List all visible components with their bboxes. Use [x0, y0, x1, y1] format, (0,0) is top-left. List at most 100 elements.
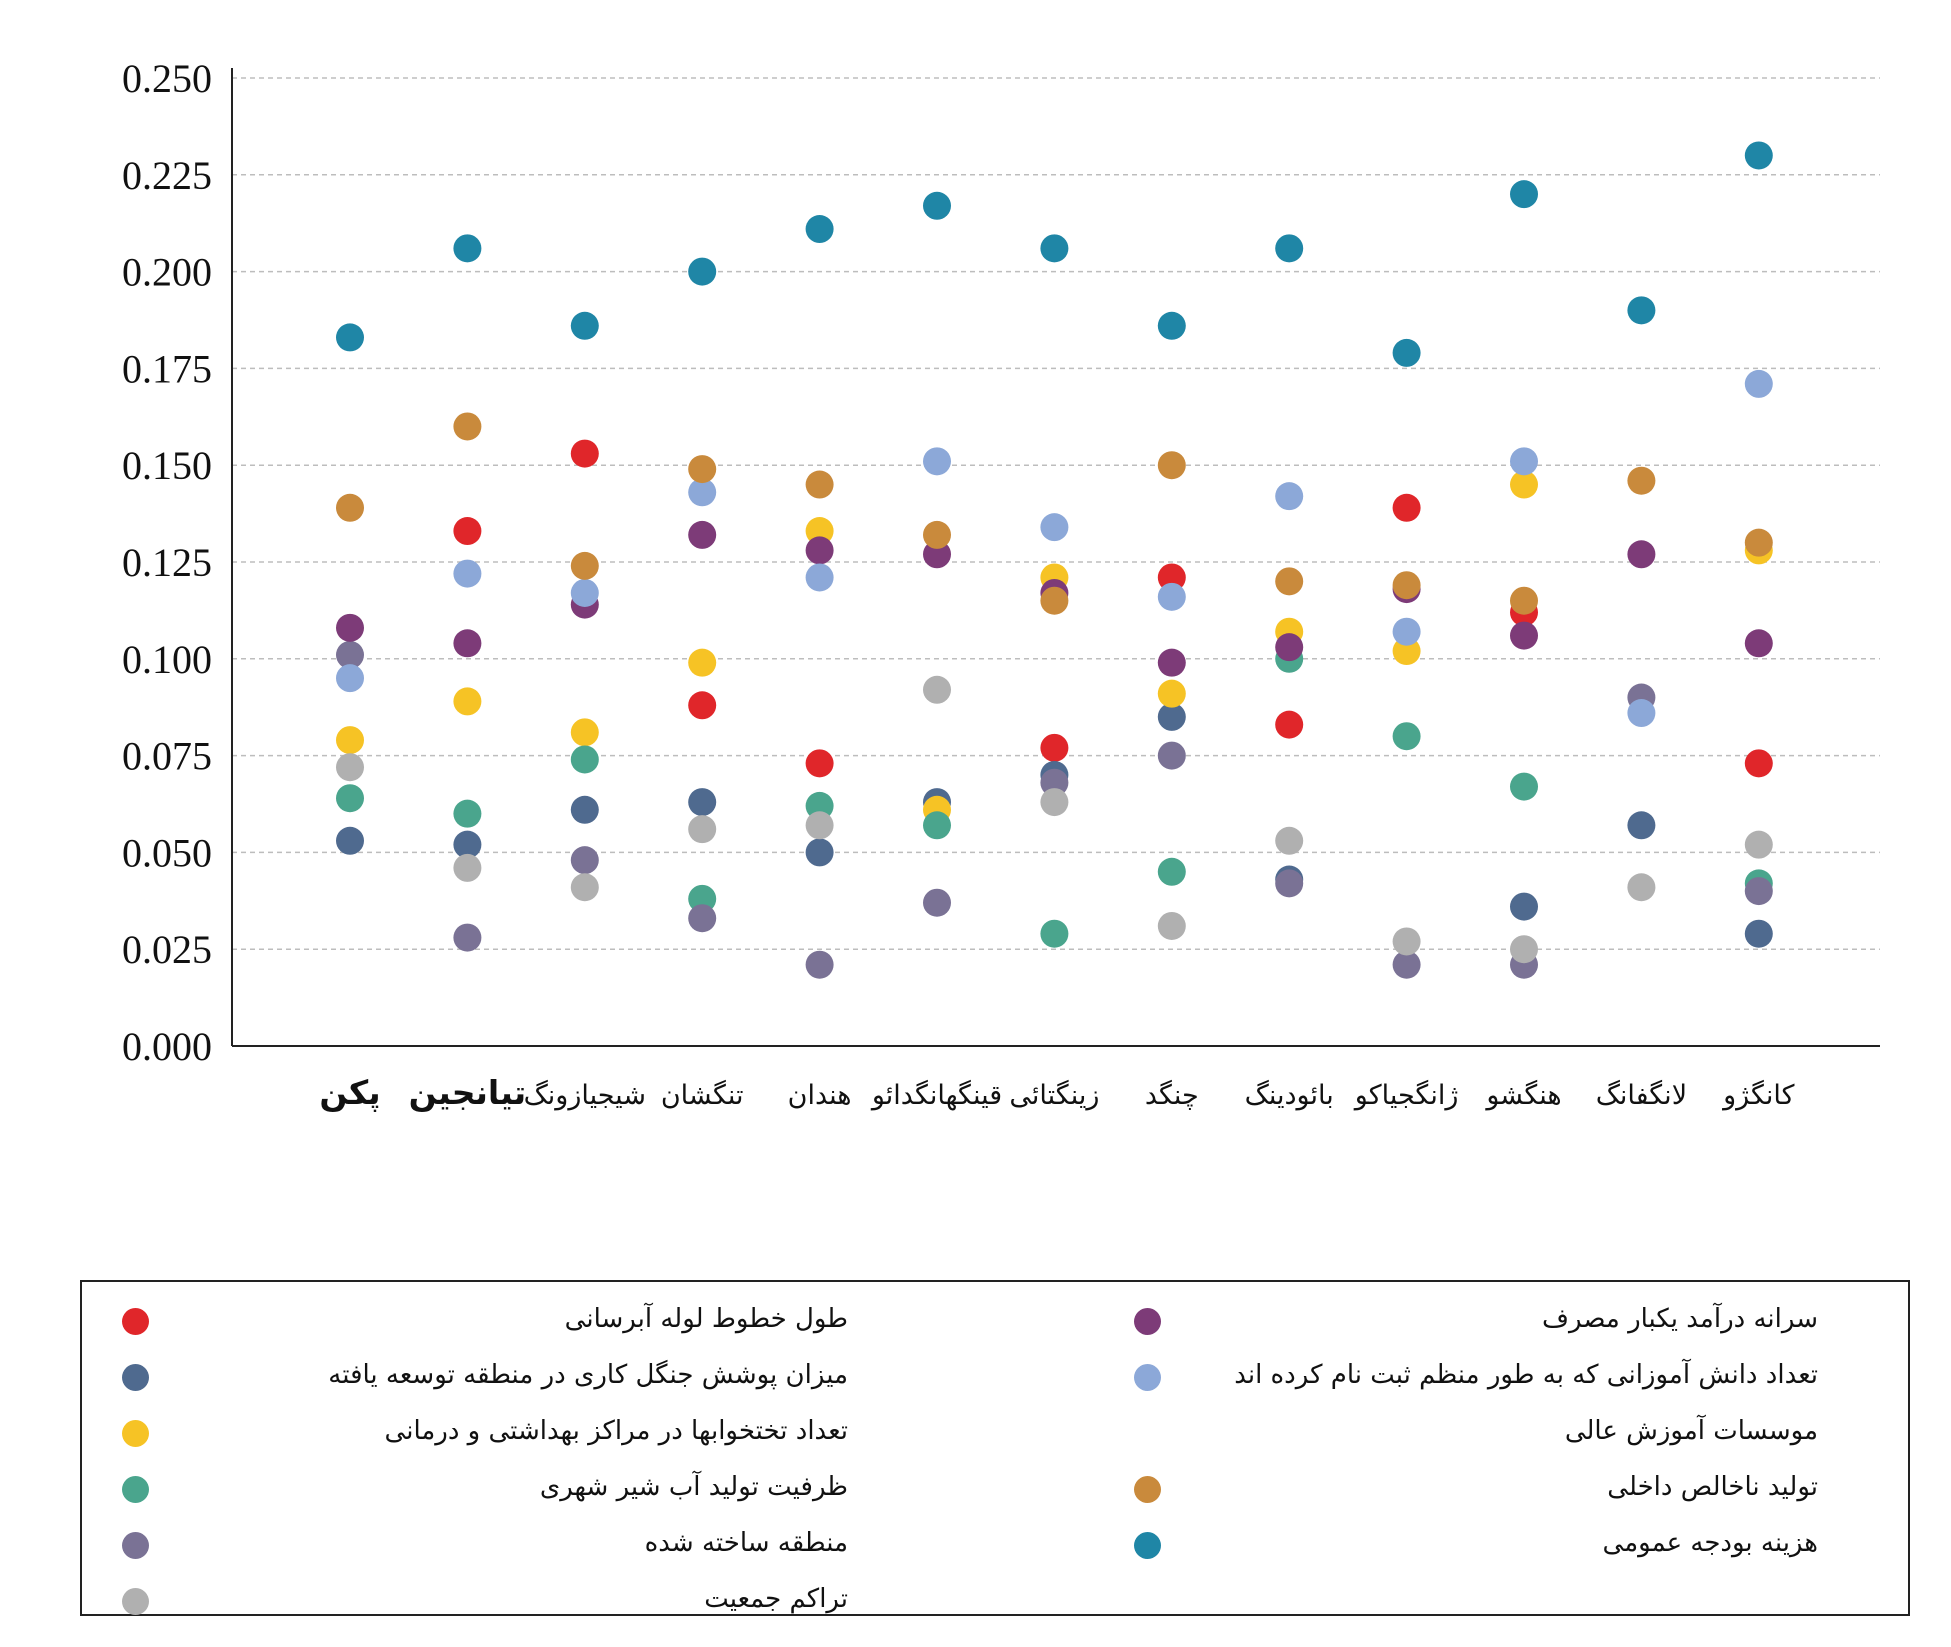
- data-point: [1510, 772, 1538, 801]
- x-tick-label: قینگهانگدائو: [870, 1079, 1002, 1111]
- data-point: [336, 784, 364, 813]
- legend-label: طول خطوط لوله آبرسانی: [564, 1304, 848, 1334]
- legend-label: موسسات آموزش عالی: [1564, 1416, 1818, 1446]
- legend-label: سرانه درآمد یکبار مصرف: [1542, 1304, 1818, 1334]
- data-point: [453, 799, 482, 828]
- data-point: [1627, 699, 1656, 728]
- data-point: [1157, 563, 1186, 592]
- y-tick-label: 0.100: [122, 637, 212, 682]
- y-tick-label: 0.250: [122, 56, 212, 101]
- data-point: [453, 234, 482, 263]
- data-point: [1510, 935, 1538, 964]
- legend-label: تراکم جمعیت: [704, 1584, 848, 1614]
- data-point: [336, 323, 364, 352]
- legend-item: ظرفیت تولید آب شیر شهری: [82, 1468, 1908, 1512]
- data-point: [1510, 892, 1538, 921]
- data-point: [336, 753, 364, 782]
- data-point: [1275, 826, 1304, 855]
- x-tick-label: کانگژو: [1721, 1079, 1795, 1111]
- data-point: [805, 950, 834, 979]
- data-point: [805, 563, 834, 592]
- data-point: [688, 788, 717, 817]
- data-point: [805, 215, 834, 244]
- x-tick-label: تنگشان: [661, 1079, 744, 1111]
- data-point: [570, 795, 599, 824]
- data-point: [688, 478, 717, 507]
- data-point: [1392, 571, 1421, 600]
- legend-label: ظرفیت تولید آب شیر شهری: [539, 1472, 848, 1502]
- data-point: [1275, 633, 1304, 662]
- data-point: [453, 412, 482, 441]
- data-point: [1510, 586, 1538, 615]
- legend-marker: [122, 1308, 149, 1335]
- y-tick-label: 0.025: [122, 927, 212, 972]
- data-point: [1744, 369, 1773, 398]
- data-point: [805, 791, 834, 820]
- legend-item: تراکم جمعیت: [82, 1580, 1908, 1624]
- legend-label: تولید ناخالص داخلی: [1607, 1472, 1818, 1502]
- data-point: [1744, 141, 1773, 170]
- data-point: [923, 888, 951, 917]
- data-point: [1627, 811, 1656, 840]
- data-point: [688, 691, 717, 720]
- data-point: [688, 904, 717, 933]
- data-point: [1392, 927, 1421, 956]
- data-point: [1392, 493, 1421, 522]
- data-point: [1157, 679, 1186, 708]
- y-tick-label: 0.050: [122, 830, 212, 875]
- data-point: [453, 830, 482, 859]
- data-point: [1275, 234, 1304, 263]
- legend-marker: [1134, 1476, 1161, 1503]
- data-point: [570, 718, 599, 747]
- legend-label: تعداد دانش آموزانی که به طور منظم ثبت نا…: [1234, 1360, 1818, 1390]
- y-tick-label: 0.075: [122, 734, 212, 779]
- data-point: [1157, 911, 1186, 940]
- data-point: [1627, 466, 1656, 495]
- data-point: [688, 884, 717, 913]
- data-point: [453, 517, 482, 546]
- data-point: [453, 853, 482, 882]
- axes: [231, 68, 1880, 1047]
- data-point: [805, 838, 834, 867]
- data-point: [453, 687, 482, 716]
- legend-marker: [122, 1476, 149, 1503]
- legend-marker: [122, 1532, 149, 1559]
- data-point: [688, 257, 717, 286]
- data-point: [1744, 830, 1773, 859]
- data-point: [1157, 451, 1186, 480]
- data-point: [1157, 857, 1186, 886]
- legend-item: تعداد دانش آموزانی که به طور منظم ثبت نا…: [82, 1356, 1908, 1400]
- x-tick-label: هنگشو: [1484, 1079, 1561, 1111]
- data-point: [688, 648, 717, 677]
- data-point: [336, 493, 364, 522]
- legend-label: هزینه بودجه عمومی: [1602, 1528, 1818, 1558]
- data-point: [688, 455, 717, 484]
- data-point: [336, 664, 364, 693]
- y-axis-ticks: 0.000 0.025 0.050 0.075 0.100 0.125 0.150 0.175…: [122, 56, 212, 1069]
- data-point: [1744, 528, 1773, 557]
- x-tick-label: لانگفانگ: [1596, 1079, 1687, 1111]
- y-tick-label: 0.175: [122, 346, 212, 391]
- data-point: [453, 629, 482, 658]
- data-point: [1627, 540, 1656, 569]
- data-point: [1744, 877, 1773, 906]
- y-tick-label: 0.125: [122, 540, 212, 585]
- data-point: [1275, 869, 1304, 898]
- y-tick-label: 0.150: [122, 443, 212, 488]
- data-point: [453, 923, 482, 952]
- data-point: [336, 826, 364, 855]
- data-point: [570, 745, 599, 774]
- x-tick-label: زینگتائی: [1009, 1079, 1099, 1111]
- x-tick-label: چنگد: [1145, 1079, 1199, 1111]
- data-point: [923, 811, 951, 840]
- data-point: [688, 815, 717, 844]
- data-point: [1275, 567, 1304, 596]
- y-tick-label: 0.200: [122, 250, 212, 295]
- x-tick-label: پکن: [319, 1073, 380, 1113]
- data-point: [923, 520, 951, 549]
- data-point: [923, 540, 951, 569]
- data-point: [1744, 629, 1773, 658]
- data-point: [1744, 919, 1773, 948]
- data-point: [570, 873, 599, 902]
- legend-item: سرانه درآمد یکبار مصرف: [82, 1300, 1908, 1344]
